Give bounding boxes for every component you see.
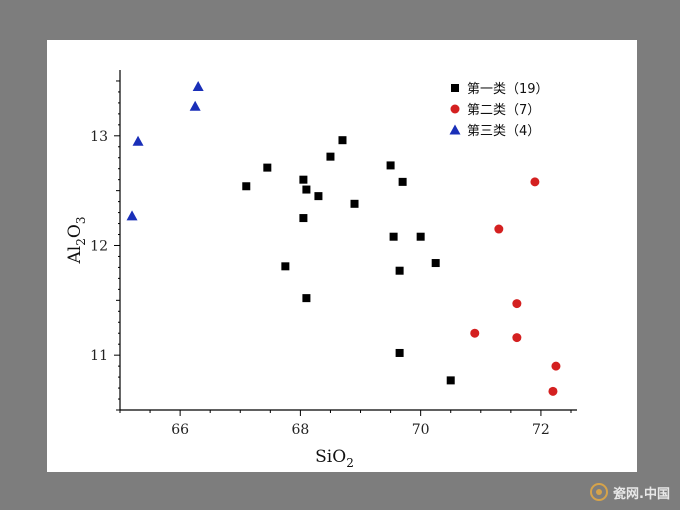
data-points <box>126 80 561 396</box>
axes: 66 68 70 72 11 12 13 SiO2 Al2O3 <box>65 70 577 470</box>
x-tick-label: 72 <box>532 422 550 438</box>
data-point-series-2 <box>548 386 558 396</box>
data-point-series-2 <box>512 299 522 309</box>
x-tick-label: 68 <box>291 422 309 438</box>
data-point-series-1 <box>299 214 308 223</box>
legend-marker-2 <box>450 104 460 114</box>
data-point-series-1 <box>350 199 359 208</box>
data-point-series-3 <box>192 80 204 91</box>
data-point-series-1 <box>242 182 251 191</box>
data-point-series-1 <box>302 185 311 194</box>
legend-marker-1 <box>451 84 459 92</box>
chart-card: 66 68 70 72 11 12 13 SiO2 Al2O3 第一类（19） 第二类（7） 第三类… <box>47 40 637 472</box>
scatter-plot: 66 68 70 72 11 12 13 SiO2 Al2O3 第一类（19） 第二类（7） 第三类… <box>65 70 577 470</box>
data-point-series-2 <box>512 333 522 343</box>
data-point-series-1 <box>446 376 455 385</box>
data-point-series-1 <box>263 163 272 172</box>
logo-icon <box>590 483 609 501</box>
data-point-series-2 <box>470 328 480 338</box>
y-tick-label: 11 <box>90 348 108 364</box>
data-point-series-1 <box>386 161 395 170</box>
legend-label-3: 第三类（4） <box>467 124 540 139</box>
data-point-series-1 <box>302 294 311 303</box>
data-point-series-1 <box>338 136 347 145</box>
data-point-series-1 <box>326 152 335 161</box>
data-point-series-2 <box>530 177 540 187</box>
data-point-series-3 <box>189 100 201 111</box>
legend-label-2: 第二类（7） <box>467 103 540 118</box>
legend-label-1: 第一类（19） <box>467 82 549 97</box>
data-point-series-1 <box>431 259 440 268</box>
data-point-series-3 <box>132 135 144 146</box>
data-point-series-2 <box>551 361 561 371</box>
legend: 第一类（19） 第二类（7） 第三类（4） <box>449 82 549 139</box>
data-point-series-1 <box>389 232 398 241</box>
data-point-series-1 <box>314 192 323 201</box>
x-tick-label: 66 <box>171 422 189 438</box>
data-point-series-1 <box>281 262 290 271</box>
x-axis-label: SiO2 <box>315 447 354 470</box>
y-axis-label: Al2O3 <box>65 217 88 265</box>
data-point-series-1 <box>395 348 404 357</box>
x-tick-label: 70 <box>412 422 430 438</box>
legend-marker-3 <box>449 124 461 135</box>
watermark-text: 瓷网.中国 <box>613 486 670 502</box>
y-tick-label: 13 <box>90 129 108 145</box>
data-point-series-3 <box>126 210 138 221</box>
y-tick-label: 12 <box>90 238 108 254</box>
data-point-series-1 <box>398 177 407 186</box>
watermark: 瓷网.中国 <box>589 482 670 502</box>
data-point-series-1 <box>416 232 425 241</box>
data-point-series-2 <box>494 224 504 234</box>
data-point-series-1 <box>395 266 404 275</box>
data-point-series-1 <box>299 175 308 184</box>
